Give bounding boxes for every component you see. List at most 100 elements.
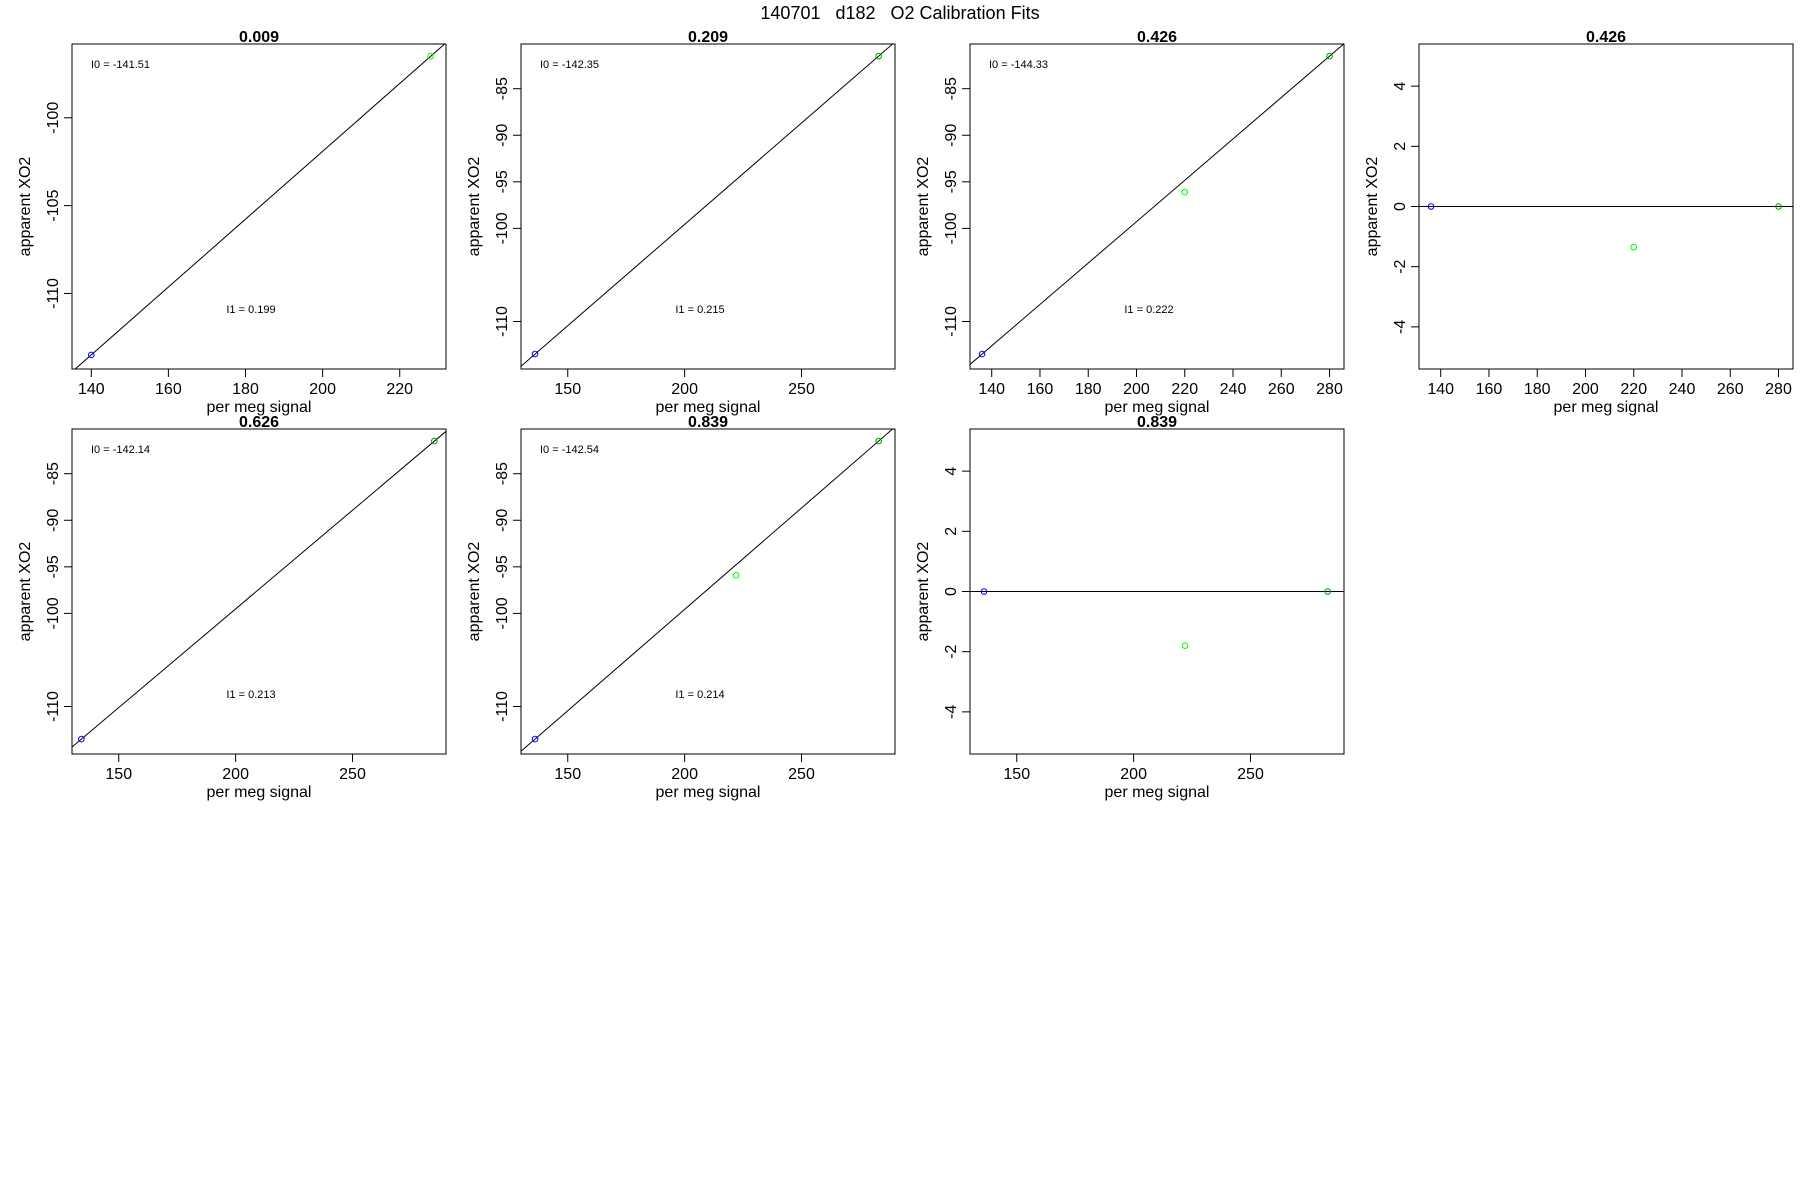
fit-line	[521, 44, 894, 367]
y-tick-label: -110	[494, 691, 511, 722]
slope-annotation: I1 = 0.215	[675, 304, 724, 316]
data-point	[980, 588, 988, 595]
plot-title: 0.009	[239, 29, 279, 46]
slope-annotation: I1 = 0.222	[1124, 304, 1173, 316]
y-tick-label: -4	[1392, 320, 1409, 334]
y-tick-label: -110	[494, 306, 511, 337]
plot-frame	[520, 43, 896, 370]
y-tick-label: -100	[494, 212, 511, 244]
y-axis-label: apparent XO2	[466, 157, 483, 257]
data-point	[87, 351, 95, 359]
x-tick-label: 200	[1572, 381, 1599, 398]
x-tick-label: 250	[339, 766, 366, 783]
plot-title: 0.426	[1586, 29, 1626, 46]
x-axis-label: per meg signal	[656, 399, 761, 416]
plot-panel-7: 0.839 150 200 250 -4 -2 0 2 4 per meg signal appar…	[915, 414, 1345, 801]
x-axis-label: per meg signal	[207, 399, 312, 416]
y-tick-label: -100	[45, 597, 62, 629]
y-tick-label: -95	[494, 555, 511, 578]
plot-title: 0.839	[688, 414, 728, 431]
x-tick-label: 140	[1427, 381, 1454, 398]
x-tick-label: 150	[554, 766, 581, 783]
y-tick-label: -85	[494, 77, 511, 100]
fit-line	[521, 429, 894, 752]
plot-title: 0.426	[1137, 29, 1177, 46]
x-tick-label: 180	[232, 381, 259, 398]
y-axis-label: apparent XO2	[17, 157, 34, 257]
x-tick-label: 200	[671, 766, 698, 783]
y-tick-label: 4	[943, 467, 960, 476]
plot-panel-3: 0.426 140 160 180 200 220 240 260 280 -110 -100 -95…	[915, 29, 1345, 416]
x-tick-label: 180	[1524, 381, 1551, 398]
fit-line	[970, 44, 1344, 365]
data-point	[531, 735, 539, 743]
data-point	[875, 52, 882, 60]
x-tick-label: 280	[1316, 381, 1343, 398]
intercept-annotation: I0 = -142.35	[540, 59, 599, 71]
x-tick-label: 220	[1620, 381, 1647, 398]
y-tick-label: -2	[943, 644, 960, 658]
y-tick-label: 4	[1392, 82, 1409, 91]
data-point	[1326, 52, 1333, 60]
y-tick-label: -90	[943, 124, 960, 147]
intercept-annotation: I0 = -144.33	[989, 59, 1048, 71]
data-point	[1630, 243, 1638, 251]
data-point	[1775, 203, 1782, 210]
y-tick-label: -95	[943, 170, 960, 193]
data-point	[427, 52, 434, 60]
intercept-annotation: I0 = -141.51	[91, 59, 150, 71]
data-point	[1427, 203, 1435, 210]
x-tick-label: 150	[554, 381, 581, 398]
x-axis-label: per meg signal	[1554, 399, 1659, 416]
x-tick-label: 200	[309, 381, 336, 398]
y-tick-label: -110	[943, 306, 960, 337]
x-tick-label: 280	[1765, 381, 1792, 398]
y-axis-label: apparent XO2	[915, 542, 932, 642]
y-tick-label: -95	[494, 170, 511, 193]
x-tick-label: 160	[1476, 381, 1503, 398]
y-tick-label: 2	[1392, 142, 1409, 151]
y-tick-label: 0	[943, 587, 960, 596]
plot-panel-5: 0.626 150 200 250 -110 -100 -95 -90 -85 per meg s…	[17, 414, 447, 801]
y-tick-label: -2	[1392, 259, 1409, 273]
x-tick-label: 240	[1669, 381, 1696, 398]
plot-panel-2: 0.209 150 200 250 -110 -100 -95 -90 -85 per meg s…	[466, 29, 896, 416]
x-tick-label: 150	[105, 766, 132, 783]
x-tick-label: 260	[1268, 381, 1295, 398]
x-tick-label: 200	[1120, 766, 1147, 783]
y-tick-label: -105	[45, 190, 62, 222]
plot-panel-4: 0.426 140 160 180 200 220 240 260 280 -4 -2 0 2 4 per …	[1364, 29, 1794, 416]
x-tick-label: 200	[671, 381, 698, 398]
data-point	[78, 735, 85, 743]
y-tick-label: -90	[45, 509, 62, 532]
x-tick-label: 160	[155, 381, 182, 398]
x-tick-label: 180	[1075, 381, 1102, 398]
y-axis-label: apparent XO2	[1364, 157, 1381, 257]
data-point	[531, 350, 539, 358]
fit-line	[72, 430, 446, 748]
y-axis-label: apparent XO2	[915, 157, 932, 257]
fit-line	[74, 44, 446, 369]
intercept-annotation: I0 = -142.14	[91, 444, 150, 456]
plot-frame	[71, 43, 447, 370]
y-tick-label: -100	[943, 212, 960, 244]
y-tick-label: -110	[45, 278, 62, 309]
data-point	[732, 571, 740, 579]
y-tick-label: -85	[943, 77, 960, 100]
x-tick-label: 200	[1123, 381, 1150, 398]
y-tick-label: -85	[494, 462, 511, 485]
plot-panel-1: 0.009 140 160 180 200 220 -110 -105 -100 per meg …	[17, 29, 447, 416]
x-tick-label: 250	[1237, 766, 1264, 783]
slope-annotation: I1 = 0.213	[226, 689, 275, 701]
x-tick-label: 150	[1003, 766, 1030, 783]
y-tick-label: -100	[494, 597, 511, 629]
y-axis-label: apparent XO2	[466, 542, 483, 642]
plot-frame	[520, 428, 896, 755]
plot-panel-6: 0.839 150 200 250 -110 -100 -95 -90 -85 per meg s…	[466, 414, 896, 801]
x-tick-label: 220	[1171, 381, 1198, 398]
y-tick-label: -100	[45, 102, 62, 134]
x-axis-label: per meg signal	[1105, 784, 1210, 801]
plot-title: 0.209	[688, 29, 728, 46]
x-axis-label: per meg signal	[207, 784, 312, 801]
